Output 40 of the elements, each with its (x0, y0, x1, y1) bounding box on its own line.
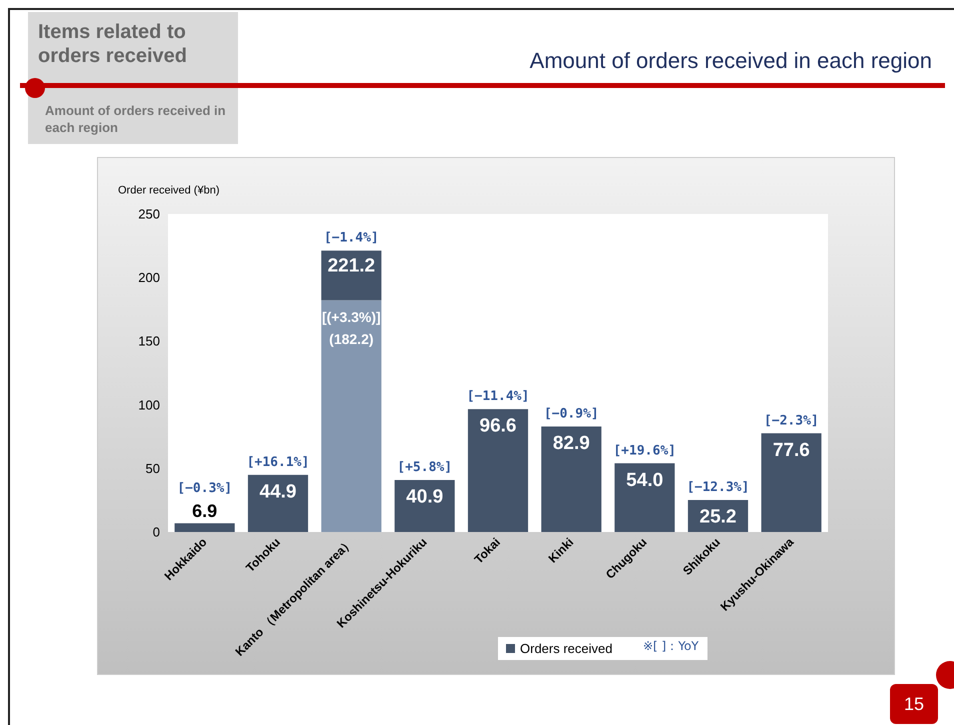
total-label: 221.2 (328, 256, 376, 277)
data-label: [(+3.3%)] (182.2) (322, 309, 381, 348)
bar (394, 480, 455, 532)
data-label: 77.6 (772, 440, 810, 461)
y-tick-label: 50 (146, 460, 160, 476)
bar (248, 474, 308, 532)
chart-title: Amount of orders received in each region (530, 48, 932, 74)
annotation: [+5.8%] (397, 460, 452, 475)
annotation: [−12.3%] (686, 480, 750, 495)
y-tick-label: 100 (138, 397, 160, 412)
annotation: [−0.3%] (177, 481, 232, 496)
y-tick-label: 0 (152, 524, 160, 540)
data-label: 82.9 (552, 433, 590, 454)
bar (541, 426, 602, 532)
y-tick-label: 200 (138, 270, 160, 286)
text: ※[ ]：YoY (643, 639, 700, 653)
data-label: 44.9 (260, 481, 296, 502)
text: 15 (890, 684, 938, 724)
bar (468, 409, 528, 532)
annotation: [−0.9%] (544, 406, 599, 422)
data-label: 54.0 (626, 470, 664, 491)
legend-label: Orders received (520, 641, 612, 656)
bar (321, 300, 382, 532)
annotation: [−11.4%] (466, 389, 530, 404)
annotation: [+16.1%] (246, 454, 310, 470)
annotation: [−2.3%] (764, 413, 819, 428)
y-axis-title: Order received (¥bn) (118, 184, 220, 196)
bar (174, 523, 235, 532)
bar (761, 433, 822, 532)
data-label: 96.6 (480, 416, 516, 437)
data-label: 40.9 (406, 486, 444, 508)
y-tick-label: 150 (138, 334, 160, 349)
data-label: 25.2 (700, 506, 736, 528)
chart-subtitle: Items related to orders received (38, 20, 188, 68)
y-tick-label: 250 (138, 206, 160, 222)
text: Amount of orders received in each region (45, 102, 227, 136)
annotation: [+19.6%] (613, 443, 676, 458)
annotation: [−1.4%] (324, 230, 379, 246)
data-label: 6.9 (192, 501, 218, 522)
bar (614, 463, 675, 532)
